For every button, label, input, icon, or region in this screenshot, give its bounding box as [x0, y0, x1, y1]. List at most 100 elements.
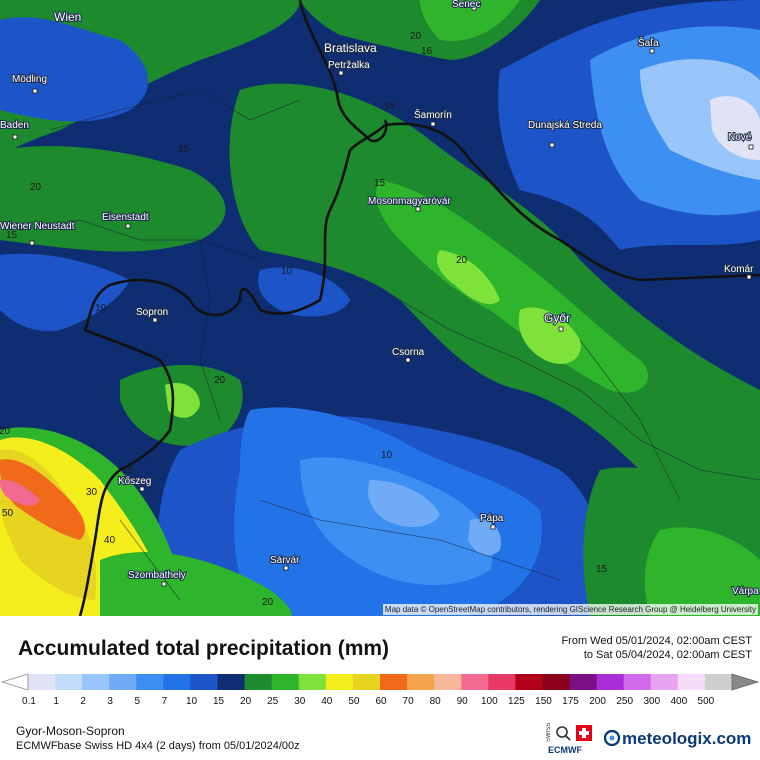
zone-szombathely-green: [100, 551, 292, 616]
label-wiener-neustadt: Wiener Neustadt: [0, 221, 75, 232]
scale-cell: [461, 674, 489, 690]
precipitation-map[interactable]: Wien Senec Bratislava Petržalka Šaľa Möd…: [0, 0, 760, 616]
scale-cell: [55, 674, 83, 690]
label-wien: Wien: [54, 10, 81, 24]
scale-cell: [136, 674, 164, 690]
zone-central-blue: [258, 267, 350, 317]
label-sala: Šaľa: [638, 36, 659, 49]
zone-gyor-lime: [518, 307, 581, 364]
contour-label: 10: [381, 450, 393, 461]
contour-label: 40: [104, 535, 116, 546]
scale-cell: [217, 674, 246, 690]
place-labels: Wien Senec Bratislava Petržalka Šaľa Möd…: [0, 0, 760, 598]
meteologix-logo-icon: [604, 730, 620, 746]
label-eisenstadt: Eisenstadt: [102, 212, 149, 223]
contour-label: 20: [214, 375, 226, 386]
scale-cell: [704, 674, 733, 690]
scale-cell: [596, 674, 625, 690]
scale-tick-label: 250: [616, 696, 634, 707]
scale-tick-label: 500: [697, 696, 715, 707]
scale-cell: [623, 674, 652, 690]
contour-label: 20: [30, 182, 42, 193]
scale-cell: [515, 674, 543, 690]
zone-s-lighterblue: [368, 480, 440, 527]
scale-arrow-left: [0, 673, 29, 691]
contour-label: 20: [0, 426, 11, 437]
scale-arrow-right: [731, 673, 760, 691]
svg-text:SWISS: SWISS: [546, 723, 552, 742]
zone-sw-orange: [0, 459, 85, 540]
brand-name[interactable]: meteologix.com: [622, 729, 752, 748]
scale-cell: [190, 674, 219, 690]
scale-cell: [28, 674, 56, 690]
zone-ne-lightest: [710, 96, 760, 160]
time-period: From Wed 05/01/2024, 02:00am CEST to Sat…: [561, 634, 752, 662]
contour-label: 50: [2, 508, 14, 519]
scale-cell: [380, 674, 408, 690]
country-borders: [78, 0, 760, 616]
scale-cell: [244, 674, 273, 690]
scale-tick-label: 2: [80, 696, 86, 707]
scale-tick-label: 20: [240, 696, 252, 707]
contour-label: 16: [421, 46, 433, 57]
label-koszeg: Kőszeg: [118, 476, 151, 487]
contour-label: 15: [178, 144, 190, 155]
admin-boundaries: [19, 89, 760, 601]
svg-text:ECMWF: ECMWF: [548, 745, 582, 755]
contour-label: 20: [456, 255, 468, 266]
scale-tick-label: 125: [508, 696, 525, 707]
scale-tick-label: 3: [107, 696, 113, 707]
scale-cell: [569, 674, 598, 690]
label-senec: Senec: [452, 0, 480, 10]
scale-tick-label: 5: [134, 696, 141, 707]
zone-w-green: [0, 146, 226, 252]
map-title: Accumulated total precipitation (mm): [18, 637, 390, 660]
contour-label: 15: [122, 465, 134, 476]
label-nove: Nové: [728, 132, 752, 143]
scale-tick-label: 60: [375, 696, 387, 707]
scale-tick-label: 150: [535, 696, 552, 707]
label-modling: Mödling: [12, 74, 47, 85]
color-scale-bar: [0, 673, 760, 691]
city-markers: [12, 5, 754, 587]
scale-cell: [488, 674, 516, 690]
scale-tick-label: 300: [643, 696, 661, 707]
zone-w-blue: [0, 253, 130, 331]
contour-label: 15: [384, 101, 396, 112]
scale-tick-label: 0.1: [22, 696, 36, 707]
scale-cell: [352, 674, 381, 690]
label-petrzalka: Petržalka: [328, 60, 370, 71]
scale-tick-label: 30: [294, 696, 306, 707]
scale-cell: [325, 674, 354, 690]
label-samorin: Šamorín: [414, 108, 452, 121]
scale-tick-label: 70: [402, 696, 414, 707]
zone-se-brightgreen: [644, 527, 760, 616]
scale-tick-label: 1: [53, 696, 59, 707]
contour-label: 15: [6, 230, 18, 241]
swiss-hd-ecmwf-badge: SWISS ECMWF: [546, 723, 592, 755]
label-szombathely: Szombathely: [128, 570, 186, 581]
label-mosonmagyarovar: Mosonmagyaróvár: [368, 196, 451, 207]
region-name: Gyor-Moson-Sopron: [16, 724, 125, 738]
scale-tick-label: 15: [212, 696, 225, 707]
label-gyor: Győr: [544, 311, 570, 325]
scale-cell: [434, 674, 462, 690]
scale-tick-label: 10: [185, 696, 198, 707]
scale-cell: [677, 674, 706, 690]
scale-cell: [163, 674, 191, 690]
period-to: to Sat 05/04/2024, 02:00am CEST: [583, 649, 752, 661]
scale-tick-label: 100: [480, 696, 498, 707]
contour-label: 20: [410, 31, 422, 42]
scale-tick-label: 7: [161, 696, 168, 707]
scale-cell: [650, 674, 679, 690]
label-dunajska-streda: Dunajská Streda: [528, 120, 602, 131]
contour-label: 10: [95, 303, 107, 314]
scale-tick-label: 40: [321, 696, 333, 707]
zone-central-brightgreen: [376, 180, 649, 393]
label-komar: Komár: [724, 264, 754, 275]
label-csorna: Csorna: [392, 347, 425, 358]
zone-n-brightgreen: [420, 0, 520, 41]
label-sarvar: Sárvár: [270, 555, 300, 566]
scale-cell: [407, 674, 435, 690]
label-baden: Baden: [0, 120, 29, 131]
